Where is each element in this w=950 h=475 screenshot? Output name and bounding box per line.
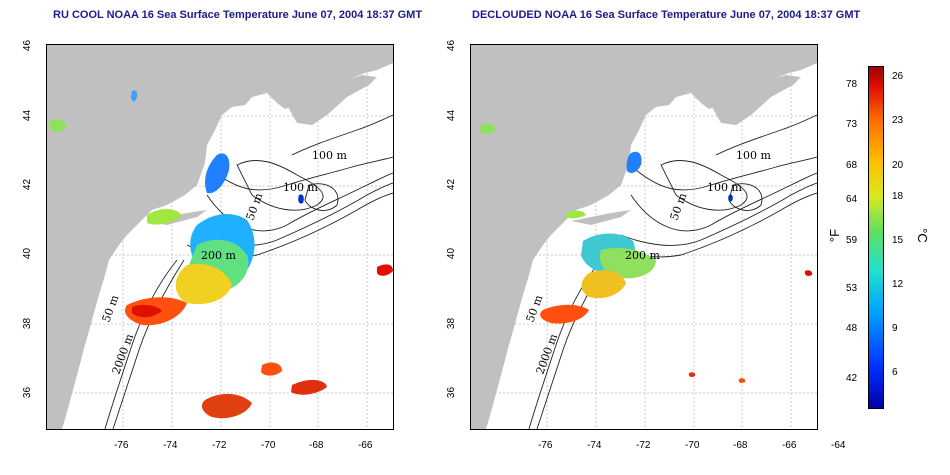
right-map-panel: 100 m 100 m 50 m 200 m 50 m 2000 m — [470, 44, 818, 430]
x-tick: -72 — [212, 440, 227, 451]
y-tick: 46 — [446, 39, 458, 52]
c-tick: 9 — [892, 323, 898, 334]
x-tick: -74 — [587, 440, 602, 451]
contour-label-100-bank: 100 m — [707, 181, 742, 194]
f-tick: 53 — [846, 283, 858, 294]
contour-label-50: 50 m — [668, 191, 690, 222]
x-tick: -68 — [309, 440, 324, 451]
y-tick: 44 — [22, 109, 34, 122]
x-tick: -66 — [358, 440, 373, 451]
c-tick: 18 — [892, 191, 904, 202]
y-tick: 46 — [22, 39, 34, 52]
f-tick: 78 — [846, 79, 858, 90]
land-mass — [47, 45, 393, 429]
c-tick: 26 — [892, 71, 904, 82]
unit-celsius: °C — [914, 228, 930, 243]
c-tick: 23 — [892, 115, 904, 126]
x-tick: -70 — [261, 440, 276, 451]
c-tick: 20 — [892, 160, 904, 171]
left-map-canvas: 100 m 100 m 50 m 200 m 50 m 2000 m — [47, 45, 393, 429]
y-tick: 42 — [22, 178, 34, 191]
x-tick: -66 — [782, 440, 797, 451]
f-tick: 73 — [846, 119, 858, 130]
contour-label-200: 200 m — [625, 249, 660, 262]
x-tick: -64 — [831, 440, 846, 451]
f-tick: 64 — [846, 194, 858, 205]
x-tick: -76 — [114, 440, 129, 451]
contour-label-100-bank: 100 m — [283, 181, 318, 194]
x-tick: -74 — [163, 440, 178, 451]
y-tick: 36 — [22, 386, 34, 399]
x-tick: -72 — [636, 440, 651, 451]
y-tick: 40 — [446, 247, 458, 260]
c-tick: 15 — [892, 235, 904, 246]
right-map-canvas: 100 m 100 m 50 m 200 m 50 m 2000 m — [471, 45, 817, 429]
y-tick: 44 — [446, 109, 458, 122]
sst-data — [50, 90, 393, 419]
temperature-colorbar — [868, 66, 884, 409]
land-mass — [471, 45, 817, 429]
f-tick: 48 — [846, 323, 858, 334]
nova-scotia — [711, 75, 801, 125]
left-map-title: RU COOL NOAA 16 Sea Surface Temperature … — [53, 9, 423, 21]
x-tick: -70 — [685, 440, 700, 451]
c-tick: 12 — [892, 279, 904, 290]
y-tick: 42 — [446, 178, 458, 191]
contour-label-50-south: 50 m — [100, 293, 122, 324]
contour-label-50-south: 50 m — [524, 293, 546, 324]
f-tick: 59 — [846, 235, 858, 246]
contour-label-100-north: 100 m — [312, 149, 347, 162]
f-tick: 42 — [846, 373, 858, 384]
contour-label-100-north: 100 m — [736, 149, 771, 162]
contour-label-200: 200 m — [201, 249, 236, 262]
y-tick: 38 — [446, 317, 458, 330]
y-tick: 40 — [22, 247, 34, 260]
x-tick: -76 — [538, 440, 553, 451]
sst-data — [480, 123, 813, 383]
f-tick: 68 — [846, 160, 858, 171]
nova-scotia — [287, 75, 377, 125]
y-tick: 36 — [446, 386, 458, 399]
long-island — [571, 210, 631, 225]
c-tick: 6 — [892, 367, 898, 378]
y-tick: 38 — [22, 317, 34, 330]
contour-label-50: 50 m — [244, 191, 266, 222]
x-tick: -68 — [733, 440, 748, 451]
right-map-title: DECLOUDED NOAA 16 Sea Surface Temperatur… — [472, 9, 861, 21]
unit-fahrenheit: °F — [827, 228, 843, 243]
left-map-panel: 100 m 100 m 50 m 200 m 50 m 2000 m — [46, 44, 394, 430]
